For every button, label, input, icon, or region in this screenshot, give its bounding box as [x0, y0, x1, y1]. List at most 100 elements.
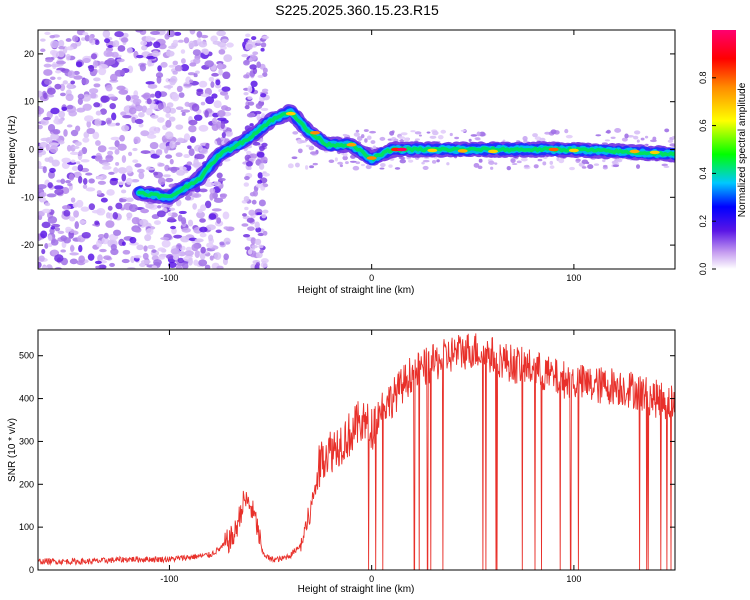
noise-blob [157, 247, 166, 252]
noise-blob [94, 39, 100, 45]
noise-blob [211, 208, 222, 212]
noise-blob [43, 69, 53, 76]
noise-blob [67, 183, 73, 187]
noise-blob [156, 75, 162, 84]
noise-blob [299, 140, 306, 144]
noise-blob [421, 161, 425, 165]
noise-blob [107, 205, 113, 211]
noise-blob [141, 45, 148, 51]
noise-blob [103, 232, 109, 239]
noise-blob [242, 233, 251, 238]
noise-blob [431, 160, 437, 164]
noise-blob [96, 176, 103, 180]
noise-blob [172, 70, 178, 75]
noise-blob [121, 173, 127, 182]
noise-blob [155, 149, 163, 156]
noise-blob [164, 131, 174, 140]
noise-blob [116, 58, 125, 63]
noise-blob [257, 172, 263, 179]
noise-blob [250, 80, 258, 88]
noise-blob [218, 49, 226, 55]
noise-blob [117, 181, 125, 186]
noise-blob [260, 93, 267, 98]
noise-blob [65, 93, 74, 102]
noise-blob [650, 139, 657, 143]
noise-blob [255, 183, 264, 188]
noise-blob [87, 253, 95, 261]
colorbar-label: Normalized spectral amplitude [737, 82, 748, 217]
noise-blob [353, 132, 360, 137]
noise-blob [539, 137, 546, 142]
noise-blob [200, 34, 209, 39]
y-tick-label: 400 [19, 394, 34, 404]
noise-blob [200, 101, 206, 106]
noise-blob [176, 137, 185, 143]
noise-blob [140, 40, 148, 46]
noise-blob [244, 105, 250, 110]
noise-blob [260, 107, 269, 111]
noise-blob [188, 119, 198, 126]
snr-axes: -100 0 100 0 100 200 300 400 500 [19, 330, 675, 584]
noise-blob [40, 137, 51, 142]
noise-blob [72, 202, 79, 208]
noise-blob [169, 140, 176, 149]
noise-blob [92, 131, 100, 140]
noise-blob [153, 220, 161, 225]
noise-blob [640, 137, 645, 141]
noise-blob [180, 64, 190, 72]
noise-blob [446, 162, 450, 166]
noise-blob [107, 44, 114, 48]
noise-blob [261, 88, 269, 93]
noise-blob [213, 252, 222, 260]
snr-ylabel: SNR (10 * v/v) [7, 418, 18, 482]
noise-blob [258, 145, 265, 152]
noise-blob [201, 48, 209, 54]
noise-blob [308, 145, 315, 151]
noise-blob [476, 131, 481, 137]
noise-blob [206, 242, 214, 249]
noise-blob [166, 30, 176, 38]
noise-blob [150, 30, 161, 35]
noise-blob [410, 130, 416, 133]
noise-blob [70, 80, 76, 85]
noise-blob [261, 213, 267, 219]
noise-blob [216, 137, 222, 146]
noise-blob [93, 68, 98, 74]
noise-blob [473, 162, 480, 168]
noise-blob [166, 254, 174, 260]
noise-blob [601, 142, 608, 145]
noise-blob [132, 147, 138, 152]
noise-blob [253, 110, 262, 115]
noise-blob [51, 249, 58, 256]
noise-blob [454, 136, 460, 140]
noise-blob [126, 212, 133, 219]
noise-blob [379, 167, 385, 170]
noise-blob [84, 115, 94, 122]
noise-blob [73, 145, 80, 149]
noise-blob [122, 249, 131, 255]
noise-blob [110, 136, 120, 141]
noise-blob [627, 134, 635, 138]
noise-blob [196, 88, 204, 93]
noise-blob [84, 34, 91, 42]
noise-blob [211, 72, 219, 77]
noise-blob [99, 108, 107, 115]
noise-blob [189, 136, 197, 144]
ridge-peak [488, 149, 498, 154]
noise-blob [342, 152, 348, 157]
noise-blob [65, 53, 71, 61]
noise-blob [217, 62, 223, 70]
noise-blob [170, 225, 177, 230]
noise-blob [62, 80, 68, 85]
noise-blob [82, 137, 90, 143]
ridge-peak [397, 147, 407, 152]
noise-blob [216, 265, 224, 269]
noise-blob [181, 217, 187, 225]
noise-blob [211, 93, 218, 99]
noise-blob [193, 73, 198, 78]
noise-blob [102, 165, 112, 170]
noise-blob [109, 73, 118, 82]
noise-blob [59, 92, 66, 97]
noise-blob [211, 117, 218, 125]
noise-blob [194, 114, 203, 121]
